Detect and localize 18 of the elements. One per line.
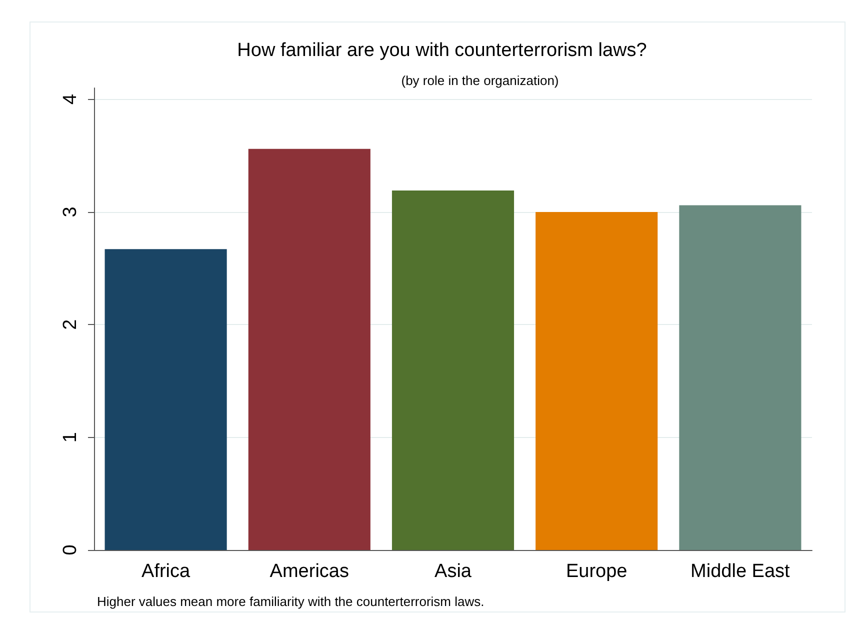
- y-tick-label: 2: [60, 319, 81, 330]
- x-tick-label: Americas: [270, 561, 349, 582]
- bar: [248, 148, 370, 550]
- text: Higher values mean more familiarity with the counterterrorism laws.: [97, 594, 484, 609]
- y-tick-label: 1: [60, 432, 81, 443]
- x-tick-label: Africa: [142, 561, 191, 582]
- bar: [536, 212, 658, 550]
- y-tick-label: 0: [60, 544, 81, 556]
- chart-title: How familiar are you with counterterrorism laws?: [237, 40, 647, 61]
- bar: [679, 205, 802, 550]
- x-tick-label: Asia: [434, 561, 472, 582]
- x-tick-label: Middle East: [690, 561, 791, 582]
- bar: [392, 190, 514, 550]
- bar: [104, 249, 227, 550]
- chart-subtitle: (by role in the organization): [401, 73, 559, 88]
- y-tick-label: 3: [60, 206, 81, 218]
- y-tick-label: 4: [60, 94, 81, 105]
- x-tick-label: Europe: [566, 561, 628, 582]
